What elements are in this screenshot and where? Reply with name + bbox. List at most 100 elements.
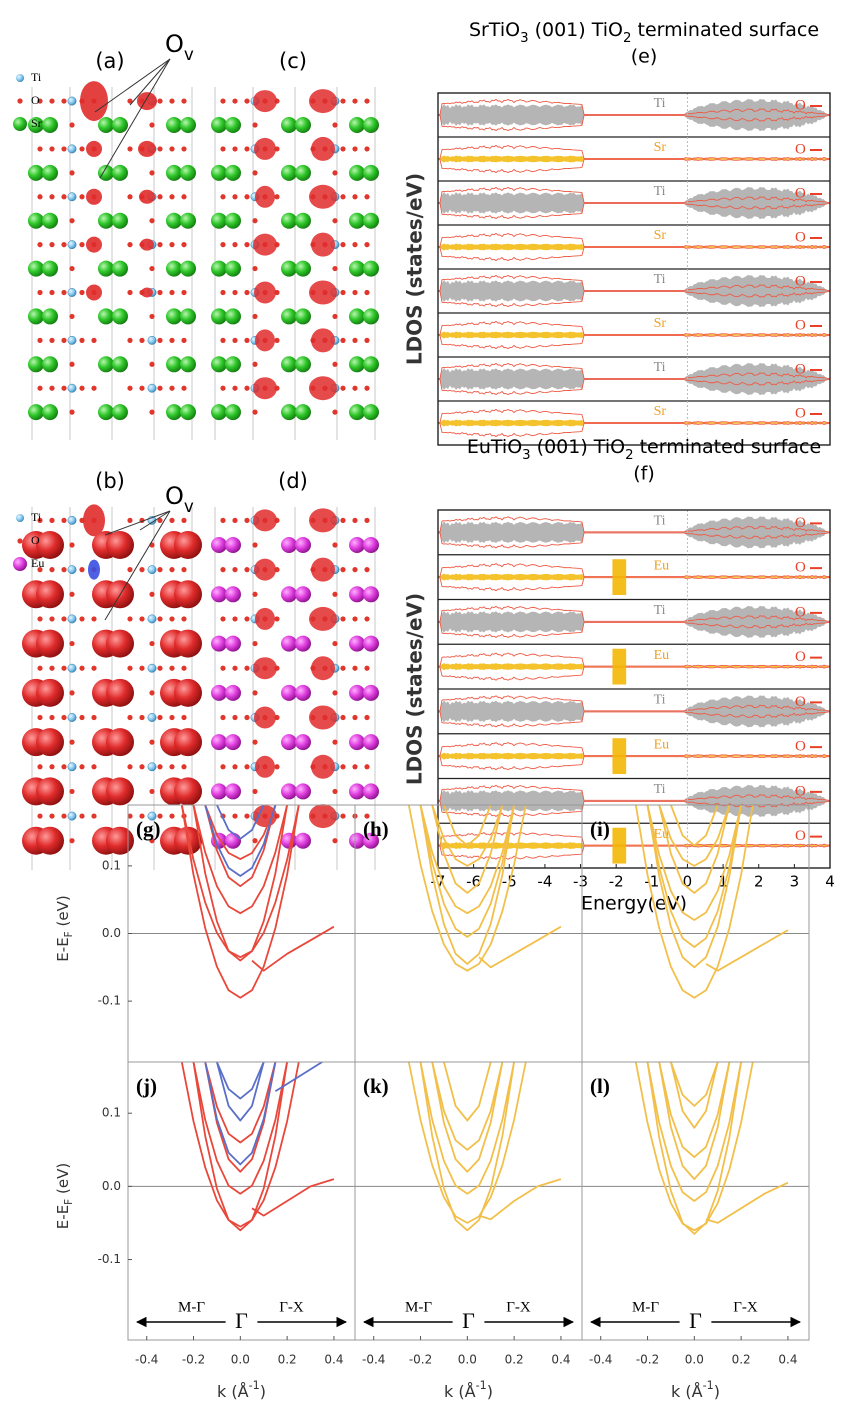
dos-outline <box>438 576 830 592</box>
dos-outline <box>438 562 830 578</box>
annotation: M-Γ <box>178 1299 205 1315</box>
a-site-atom <box>349 308 365 325</box>
oxygen <box>157 567 163 573</box>
panel-label: (j) <box>136 1074 157 1098</box>
annotation: Γ-X <box>279 1299 304 1315</box>
a-site-atom <box>281 684 297 701</box>
row-label: Ti <box>654 514 666 529</box>
panel-label: (g) <box>136 817 161 841</box>
a-site-atom <box>281 260 297 277</box>
band-line <box>192 1062 288 1232</box>
oxygen <box>69 640 75 647</box>
a-site-atom <box>180 164 196 181</box>
oxygen <box>332 542 338 548</box>
x-tick-label: 4 <box>825 873 835 891</box>
panel-label: (c) <box>279 49 307 73</box>
legend-swatch <box>16 514 24 522</box>
a-site-atom <box>98 356 114 373</box>
dos-outline <box>438 784 830 801</box>
vacancy-pointer <box>139 510 171 531</box>
spin-density <box>253 90 277 113</box>
oxygen <box>244 764 250 770</box>
x-tick-label: 0.2 <box>278 1353 297 1367</box>
oxygen <box>244 337 250 343</box>
a-site-atom <box>281 537 297 553</box>
dos-shape <box>612 827 627 864</box>
oxygen <box>220 146 226 152</box>
band-line <box>192 805 288 915</box>
a-site-atom <box>211 734 227 751</box>
oxygen <box>352 764 358 770</box>
oxygen <box>127 146 133 152</box>
band-line <box>646 1062 742 1202</box>
oxygen <box>79 385 85 391</box>
text-part: v <box>184 496 194 516</box>
a-site-atom <box>295 117 311 133</box>
legend-label: Eu <box>31 556 44 570</box>
a-site-atom <box>36 678 64 707</box>
y-tick-label: -0.1 <box>98 994 121 1008</box>
dos-outline <box>438 379 830 396</box>
a-site-atom <box>225 404 241 421</box>
oxygen <box>149 640 155 647</box>
oxygen <box>244 289 250 296</box>
vacancy-pointer <box>94 58 171 113</box>
oxygen <box>157 517 163 523</box>
oxygen <box>252 170 258 176</box>
text-part: k (Å <box>671 1382 703 1401</box>
oxygen <box>232 98 238 104</box>
oxygen <box>252 838 258 844</box>
oxygen <box>232 146 238 152</box>
oxygen <box>37 764 43 770</box>
vacancy-label: Ov <box>165 482 194 516</box>
oxygen <box>79 665 85 671</box>
oxygen <box>220 242 226 248</box>
oxygen <box>139 714 145 721</box>
oxygen <box>37 813 43 819</box>
oxygen <box>61 714 67 721</box>
spin-density <box>253 657 277 680</box>
a-site-atom <box>211 212 227 229</box>
titanium <box>67 614 77 624</box>
a-site-atom <box>281 356 297 373</box>
a-site-atom <box>36 580 64 609</box>
oxygen <box>127 289 133 296</box>
band-line <box>658 805 731 867</box>
a-site-atom <box>180 308 196 325</box>
titanium <box>67 192 77 202</box>
dos-outline <box>438 246 830 262</box>
a-site-atom <box>42 117 58 133</box>
oxygen <box>61 146 67 152</box>
row-partner: O <box>795 515 806 531</box>
dos-outline <box>438 362 830 379</box>
legend-swatch <box>13 117 27 131</box>
dos-outline <box>438 755 830 771</box>
oxygen <box>157 385 163 391</box>
oxygen <box>332 361 338 367</box>
band-line <box>646 1062 742 1235</box>
plot-frame <box>437 92 831 446</box>
oxygen <box>91 813 97 819</box>
row-label: Ti <box>654 184 666 199</box>
oxygen <box>69 788 75 795</box>
a-site-atom <box>211 586 227 603</box>
oxygen <box>220 567 226 573</box>
titanium <box>67 144 77 154</box>
dos-shape <box>438 784 830 817</box>
oxygen <box>252 542 258 548</box>
dos-shape <box>438 663 830 671</box>
oxygen <box>157 714 163 721</box>
titanium <box>67 383 77 393</box>
x-tick-label: 0.4 <box>324 1353 343 1367</box>
a-site-atom <box>166 356 182 373</box>
oxygen <box>332 409 338 415</box>
oxygen <box>127 616 133 622</box>
oxygen <box>364 242 370 248</box>
oxygen <box>37 289 43 296</box>
x-tick-label: 0.4 <box>551 1353 570 1367</box>
oxygen <box>340 567 346 573</box>
oxygen <box>364 567 370 573</box>
band-line <box>431 805 504 894</box>
x-axis-label: k (Å-1) <box>217 1379 266 1401</box>
